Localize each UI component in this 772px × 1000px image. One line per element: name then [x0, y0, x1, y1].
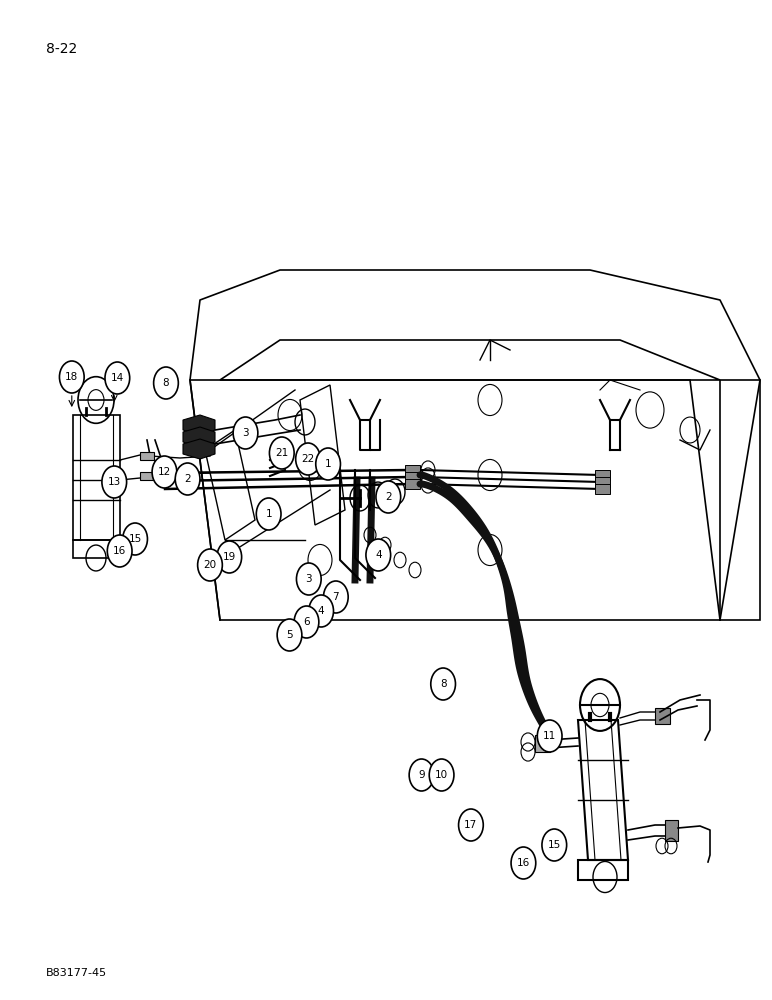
Text: 16: 16	[516, 858, 530, 868]
Text: 9: 9	[418, 770, 425, 780]
Text: 17: 17	[464, 820, 478, 830]
Circle shape	[459, 809, 483, 841]
Text: 8: 8	[163, 378, 169, 388]
Circle shape	[59, 361, 84, 393]
Circle shape	[175, 463, 200, 495]
Text: 13: 13	[107, 477, 121, 487]
Polygon shape	[405, 465, 420, 475]
Text: 1: 1	[266, 509, 272, 519]
Text: 2: 2	[185, 474, 191, 484]
Text: 8: 8	[440, 679, 446, 689]
Text: 20: 20	[203, 560, 217, 570]
Polygon shape	[140, 472, 154, 480]
Text: 16: 16	[113, 546, 127, 556]
Text: 10: 10	[435, 770, 449, 780]
Text: 7: 7	[333, 592, 339, 602]
Polygon shape	[183, 427, 215, 447]
Circle shape	[294, 606, 319, 638]
Text: 14: 14	[110, 373, 124, 383]
Text: 18: 18	[65, 372, 79, 382]
Text: 11: 11	[543, 731, 557, 741]
Circle shape	[409, 759, 434, 791]
Text: 3: 3	[306, 574, 312, 584]
Circle shape	[366, 539, 391, 571]
Circle shape	[107, 535, 132, 567]
Circle shape	[376, 481, 401, 513]
Circle shape	[269, 437, 294, 469]
Polygon shape	[183, 415, 215, 435]
Circle shape	[233, 417, 258, 449]
Text: 15: 15	[547, 840, 561, 850]
Circle shape	[296, 563, 321, 595]
Circle shape	[296, 443, 320, 475]
Polygon shape	[535, 735, 550, 752]
Polygon shape	[595, 470, 610, 480]
Polygon shape	[595, 477, 610, 487]
Circle shape	[217, 541, 242, 573]
Text: 5: 5	[286, 630, 293, 640]
Text: 21: 21	[275, 448, 289, 458]
Text: 4: 4	[318, 606, 324, 616]
Text: B83177-45: B83177-45	[46, 968, 107, 978]
Circle shape	[198, 549, 222, 581]
Text: 3: 3	[242, 428, 249, 438]
Polygon shape	[140, 452, 154, 460]
Text: 4: 4	[375, 550, 381, 560]
Text: 15: 15	[128, 534, 142, 544]
Circle shape	[316, 448, 340, 480]
Circle shape	[277, 619, 302, 651]
Circle shape	[105, 362, 130, 394]
Circle shape	[542, 829, 567, 861]
Polygon shape	[183, 439, 215, 459]
Polygon shape	[655, 708, 670, 724]
Circle shape	[102, 466, 127, 498]
Circle shape	[429, 759, 454, 791]
Circle shape	[152, 456, 177, 488]
Text: 6: 6	[303, 617, 310, 627]
Text: 8-22: 8-22	[46, 42, 77, 56]
Polygon shape	[665, 820, 678, 841]
Circle shape	[511, 847, 536, 879]
Circle shape	[123, 523, 147, 555]
Polygon shape	[595, 484, 610, 494]
Text: 2: 2	[385, 492, 391, 502]
Text: 19: 19	[222, 552, 236, 562]
Text: 1: 1	[325, 459, 331, 469]
Polygon shape	[405, 472, 420, 482]
Text: 22: 22	[301, 454, 315, 464]
Polygon shape	[405, 479, 420, 489]
Text: 12: 12	[157, 467, 171, 477]
Circle shape	[309, 595, 334, 627]
Circle shape	[256, 498, 281, 530]
Circle shape	[431, 668, 455, 700]
Circle shape	[537, 720, 562, 752]
Circle shape	[154, 367, 178, 399]
Circle shape	[323, 581, 348, 613]
